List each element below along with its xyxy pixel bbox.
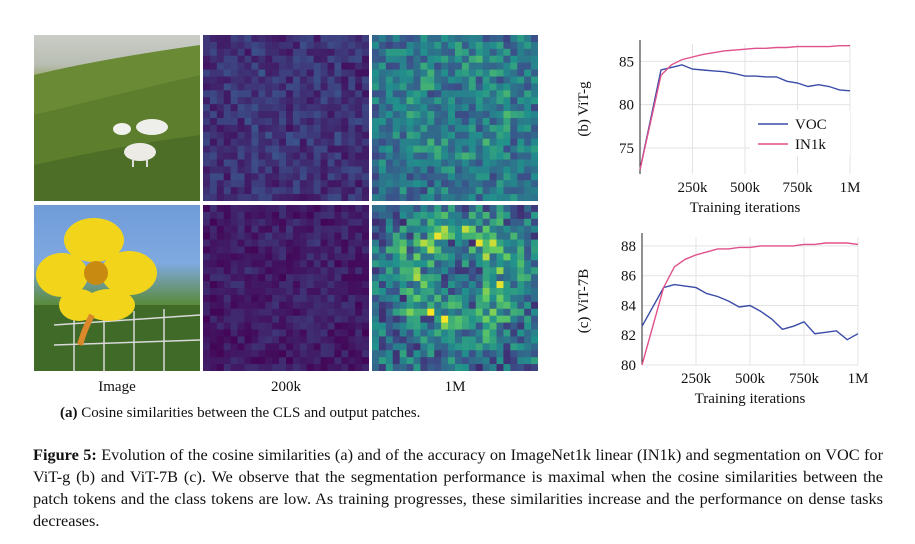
x-tick-label: 500k [730, 180, 761, 196]
figure-caption-text: Evolution of the cosine similarities (a)… [33, 445, 883, 530]
y-tick-label: 88 [621, 239, 636, 255]
x-tick-label: 250k [681, 371, 712, 387]
y-tick-label: 84 [621, 298, 637, 314]
column-label-200k: 200k [271, 379, 301, 395]
series-line-voc [639, 64, 851, 170]
x-tick-label: 750k [783, 180, 814, 196]
chart-vit-7b: 80 82 84 86 88 250k 500k 750k 1M Training iterati… [576, 233, 869, 407]
series-line-voc [641, 283, 859, 341]
x-tick-label: 500k [735, 371, 766, 387]
figure-caption: Figure 5: Evolution of the cosine simila… [33, 444, 883, 532]
legend-label-in1k: IN1k [795, 137, 826, 153]
subcaption-a: (a) Cosine similarities between the CLS … [60, 405, 530, 422]
y-tick-label: 75 [619, 141, 634, 157]
column-label-1m: 1M [444, 379, 466, 395]
sheep-photo-drawing [34, 45, 200, 201]
figure-caption-label: Figure 5: [33, 445, 97, 464]
x-tick-label: 250k [678, 180, 709, 196]
y-tick-label: 80 [621, 358, 636, 374]
heatmap-1m-row2 [372, 205, 538, 371]
y-axis-label: (b) ViT-g [576, 81, 592, 137]
legend-label-voc: VOC [795, 117, 827, 133]
x-tick-label: 1M [848, 371, 869, 387]
y-axis-label: (c) ViT-7B [576, 269, 592, 334]
x-tick-label: 1M [840, 180, 861, 196]
x-tick-label: 750k [789, 371, 820, 387]
heatmap-200k-row2 [203, 205, 369, 371]
flower-photo [34, 205, 200, 371]
subcaption-tag: (a) [60, 405, 78, 421]
x-axis-label: Training iterations [695, 391, 806, 407]
heatmap-1m-row1 [372, 35, 538, 201]
sheep-photo [34, 35, 200, 201]
x-axis-label: Training iterations [690, 200, 801, 216]
chart-vit-g: 75 80 85 250k 500k 750k 1M Training iterations (… [576, 40, 861, 216]
series-line-in1k [641, 242, 859, 366]
flower-photo-drawing [34, 218, 200, 371]
y-tick-label: 80 [619, 98, 634, 114]
y-tick-label: 82 [621, 328, 636, 344]
legend-box [750, 110, 850, 156]
subcaption-text: Cosine similarities between the CLS and … [81, 405, 421, 421]
y-tick-label: 85 [619, 54, 634, 70]
y-tick-label: 86 [621, 269, 637, 285]
column-label-image: Image [98, 379, 136, 395]
heatmap-200k-row1 [203, 35, 369, 201]
series-line-in1k [639, 44, 850, 170]
